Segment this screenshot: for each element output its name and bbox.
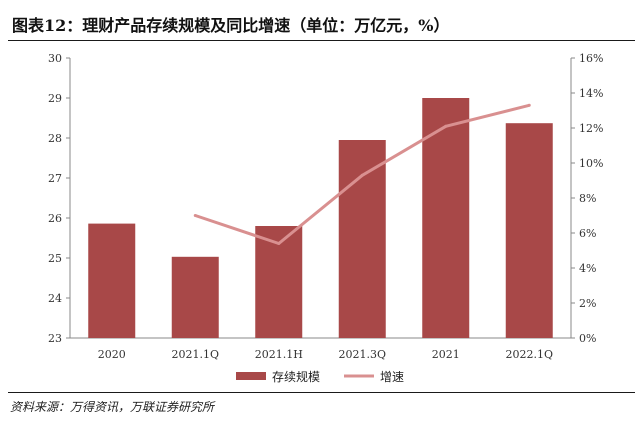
bar: [88, 223, 136, 338]
right-tick-label: 6%: [579, 227, 596, 240]
left-tick-label: 23: [48, 332, 62, 345]
left-tick-label: 25: [48, 252, 62, 265]
left-tick-label: 28: [48, 132, 62, 145]
growth-point: [193, 214, 197, 217]
bar: [171, 256, 219, 338]
left-tick-label: 30: [48, 52, 62, 65]
right-tick-label: 10%: [579, 157, 603, 170]
bar: [422, 98, 470, 338]
legend-label-bar: 存续规模: [272, 369, 320, 384]
title-bar: 图表12：理财产品存续规模及同比增速（单位：万亿元，%）: [8, 4, 635, 41]
bar: [338, 140, 386, 338]
left-tick-label: 29: [48, 92, 62, 105]
legend-label-line: 增速: [380, 370, 404, 384]
x-tick-label: 2022.1Q: [505, 348, 553, 361]
x-tick-label: 2021.1H: [255, 348, 303, 361]
right-tick-label: 8%: [579, 192, 596, 205]
bar: [505, 123, 553, 338]
right-tick-label: 2%: [579, 297, 596, 310]
right-tick-label: 12%: [579, 122, 603, 135]
x-tick-label: 2021: [432, 348, 460, 361]
chart: 23 24 25 26 27 28 29 30 0% 2% 4% 6% 8% 10% 12% 14% 16% 20…: [48, 52, 603, 384]
left-tick-label: 24: [48, 292, 62, 305]
left-tick-label: 27: [48, 172, 62, 185]
x-tick-label: 2021.3Q: [338, 348, 386, 361]
legend-swatch-bar: [236, 372, 266, 380]
left-tick-label: 26: [48, 212, 62, 225]
right-tick-label: 0%: [579, 332, 596, 345]
right-tick-label: 14%: [579, 87, 603, 100]
source-note: 资料来源：万得资讯，万联证券研究所: [10, 400, 215, 414]
right-tick-label: 16%: [579, 52, 603, 65]
right-tick-label: 4%: [579, 262, 596, 275]
x-tick-label: 2020: [98, 348, 126, 361]
chart-title: 图表12：理财产品存续规模及同比增速（单位：万亿元，%）: [12, 16, 450, 35]
growth-point: [444, 124, 448, 128]
x-tick-label: 2021.1Q: [171, 348, 219, 361]
growth-point: [360, 173, 364, 177]
growth-point: [277, 242, 281, 245]
growth-point: [527, 103, 531, 107]
chart-frame: 23 24 25 26 27 28 29 30 0% 2% 4% 6% 8% 10% 12% 14% 16% 20…: [8, 40, 635, 393]
